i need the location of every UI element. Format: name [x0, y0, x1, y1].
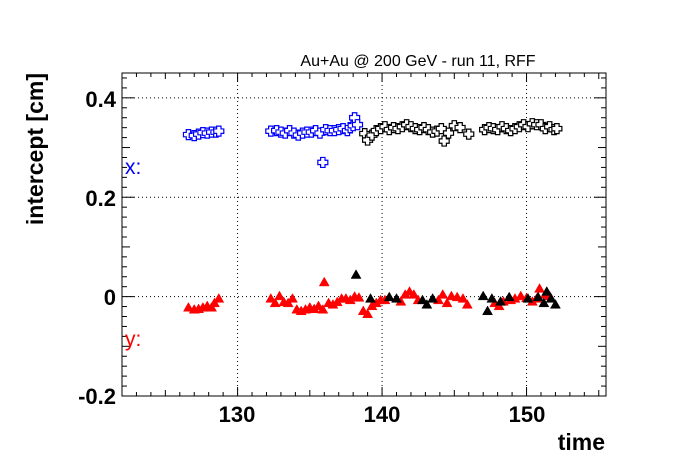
data-point-triangle	[522, 293, 534, 303]
x-tick-label-150: 150	[509, 402, 546, 427]
data-point-triangle	[545, 293, 557, 303]
data-point-triangle	[532, 291, 544, 302]
data-point-triangle	[391, 293, 402, 303]
data-point-triangle	[408, 289, 420, 299]
data-point-triangle	[534, 283, 545, 293]
plot-frame	[121, 72, 607, 397]
data-point-triangle	[437, 289, 449, 299]
y-tick-label-0.4: 0.4	[85, 87, 116, 112]
data-point-triangle	[350, 269, 362, 279]
data-point-triangle	[550, 299, 561, 309]
data-point-triangle	[461, 299, 473, 309]
data-point-triangle	[503, 291, 515, 302]
data-point-triangle	[353, 292, 365, 302]
data-point-triangle	[318, 276, 330, 287]
data-point-cross	[182, 129, 195, 141]
data-point-triangle	[441, 297, 453, 308]
data-point-triangle	[482, 305, 493, 316]
data-point-cross	[351, 119, 364, 131]
y-tick-label-neg-0.2: -0.2	[78, 384, 116, 409]
data-point-cross	[442, 127, 455, 139]
data-points	[182, 112, 563, 319]
data-point-triangle	[274, 290, 285, 301]
data-point-triangle	[495, 296, 506, 306]
data-point-cross	[448, 120, 460, 132]
data-point-triangle	[477, 290, 489, 301]
data-point-cross	[551, 123, 563, 135]
y-tick-label-0.2: 0.2	[85, 186, 116, 211]
x-tick-label-140: 140	[364, 402, 401, 427]
data-point-triangle	[317, 304, 329, 314]
data-point-triangle	[486, 293, 498, 303]
data-point-triangle	[265, 293, 277, 303]
data-point-cross	[438, 135, 450, 147]
chart-title: Au+Au @ 200 GeV - run 11, RFF	[300, 53, 535, 70]
x-tick-label-130: 130	[219, 402, 256, 427]
data-point-triangle	[515, 290, 527, 301]
data-point-triangle	[427, 293, 439, 303]
x-series-annotation: x:	[125, 156, 141, 179]
data-point-triangle	[451, 291, 463, 302]
y-tick-label-0: 0	[104, 285, 116, 310]
data-point-triangle	[183, 302, 194, 312]
x-axis-label: time	[558, 429, 605, 455]
data-point-triangle	[287, 293, 298, 303]
data-point-triangle	[362, 308, 374, 319]
data-point-triangle	[383, 291, 395, 302]
data-point-cross	[317, 156, 329, 169]
data-point-triangle	[365, 293, 376, 303]
axis-ticks	[121, 73, 606, 397]
data-point-triangle	[421, 299, 433, 309]
y-axis-label: intercept [cm]	[22, 73, 48, 225]
data-point-triangle	[417, 294, 428, 305]
data-point-triangle	[541, 286, 553, 296]
y-series-annotation: y:	[125, 328, 141, 351]
data-point-cross	[454, 122, 466, 134]
data-point-triangle	[213, 293, 225, 303]
data-point-triangle	[269, 297, 281, 308]
data-point-cross	[463, 128, 475, 140]
data-point-triangle	[457, 293, 469, 303]
data-point-cross	[213, 125, 225, 137]
